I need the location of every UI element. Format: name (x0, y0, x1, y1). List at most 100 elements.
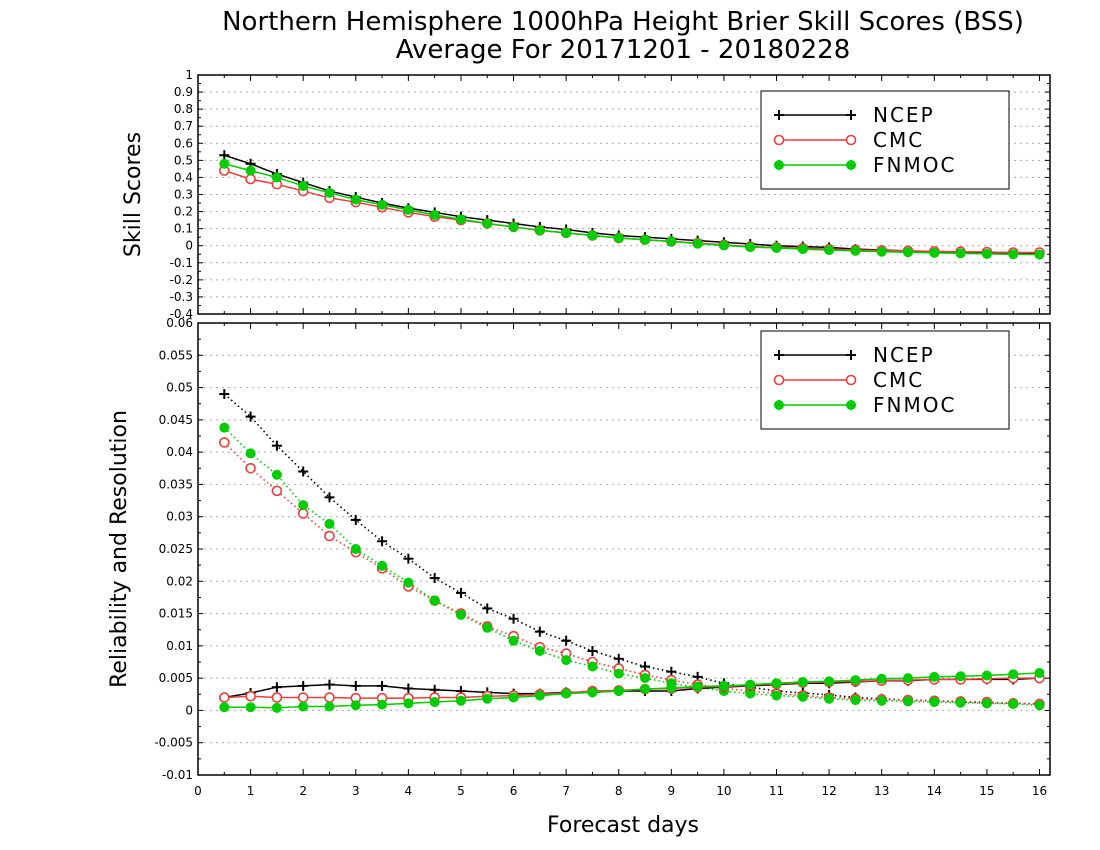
data-point-fnmoc (534, 690, 545, 701)
data-point-fnmoc (455, 214, 466, 225)
data-point-fnmoc (613, 686, 624, 697)
data-point-fnmoc (271, 702, 282, 713)
data-point-cmc (324, 692, 335, 703)
skill-scores-panel: 1 0.9 0.8 0.7 0.6 0.5 0.4 0.3 0.2 0.1 0 -0.1 -0.2 -0.… (121, 68, 1051, 321)
data-point-ncep (429, 573, 440, 584)
data-point-fnmoc (482, 693, 493, 704)
y-tick-label: 0.035 (159, 477, 193, 491)
data-point-fnmoc (219, 158, 230, 169)
y-tick-label: 0.02 (166, 574, 193, 588)
data-point-fnmoc (903, 696, 913, 707)
data-point-fnmoc (587, 230, 598, 241)
legend-marker-ncep (846, 110, 856, 120)
data-point-cmc (218, 437, 230, 448)
data-point-fnmoc (561, 227, 572, 238)
data-point-fnmoc (271, 469, 282, 480)
data-point-ncep (245, 411, 256, 422)
plot-frame (197, 74, 1051, 315)
legend-marker-ncep (774, 350, 784, 360)
data-point-fnmoc (219, 702, 230, 713)
legend-label-cmc: CMC (873, 368, 924, 392)
y-tick-label: 0.01 (166, 639, 193, 653)
data-point-fnmoc (718, 680, 729, 691)
data-point-fnmoc (955, 697, 966, 708)
y-tick-label: 0.045 (159, 413, 193, 427)
data-point-ncep (377, 680, 388, 691)
data-point-fnmoc (1034, 700, 1045, 711)
legend-marker-cmc (845, 374, 857, 386)
data-point-fnmoc (1008, 669, 1019, 680)
y-tick-label: 0 (185, 703, 193, 717)
data-point-fnmoc (534, 646, 545, 657)
y-tick-label: 0.2 (174, 205, 193, 219)
data-point-fnmoc (429, 697, 440, 708)
data-point-fnmoc (613, 233, 624, 244)
data-point-fnmoc (640, 684, 651, 695)
data-point-fnmoc (561, 655, 572, 666)
data-point-ncep (298, 680, 309, 691)
data-point-cmc (297, 508, 309, 519)
data-point-fnmoc (876, 673, 887, 684)
data-point-cmc (271, 485, 283, 497)
data-point-fnmoc (850, 675, 861, 686)
data-point-fnmoc (482, 622, 493, 633)
data-point-cmc (245, 462, 256, 474)
y-tick-label: -0.3 (170, 290, 193, 304)
x-tick-label: 8 (615, 784, 623, 798)
data-point-fnmoc (718, 240, 729, 251)
data-point-fnmoc (692, 238, 703, 249)
x-tick-label: 1 (247, 784, 255, 798)
y-tick-label: 1 (185, 68, 193, 82)
data-point-fnmoc (298, 701, 309, 712)
chart-subtitle: Average For 20171201 - 20180228 (396, 35, 851, 65)
data-point-fnmoc (850, 695, 861, 706)
data-point-ncep (271, 440, 282, 451)
data-point-ncep (219, 150, 230, 161)
data-point-fnmoc (640, 673, 651, 684)
data-point-fnmoc (981, 670, 992, 681)
data-point-cmc (271, 692, 283, 703)
y-tick-label: 0.04 (166, 445, 193, 459)
data-point-fnmoc (587, 661, 598, 672)
data-point-fnmoc (797, 244, 808, 255)
data-point-fnmoc (298, 500, 309, 511)
data-point-fnmoc (666, 682, 677, 693)
data-point-cmc (218, 692, 230, 703)
y-tick-label: -0.1 (170, 256, 193, 270)
data-point-fnmoc (561, 688, 572, 699)
x-axis-label: Forecast days (547, 813, 699, 838)
data-point-fnmoc (1034, 249, 1045, 260)
data-point-fnmoc (534, 225, 545, 236)
data-point-fnmoc (824, 693, 835, 704)
y-tick-label: 0.3 (174, 188, 193, 202)
legend-marker-cmc (845, 134, 857, 146)
data-point-fnmoc (403, 577, 414, 588)
series-line-fnmoc (223, 427, 1040, 707)
x-tick-label: 4 (405, 784, 413, 798)
data-point-ncep (324, 679, 335, 690)
data-point-ncep (324, 492, 335, 503)
x-tick-label: 12 (821, 784, 836, 798)
data-point-ncep (482, 603, 493, 614)
data-point-fnmoc (797, 691, 808, 702)
data-point-fnmoc (377, 699, 388, 710)
x-tick-label: 7 (562, 784, 570, 798)
y-tick-label: 0.8 (174, 102, 193, 116)
data-point-fnmoc (245, 165, 256, 176)
y-tick-label: 0 (185, 239, 193, 253)
data-point-fnmoc (482, 218, 493, 229)
legend-label-fnmoc: FNMOC (873, 393, 956, 417)
data-point-fnmoc (692, 681, 703, 692)
x-tick-label: 16 (1032, 784, 1047, 798)
data-point-ncep (271, 682, 282, 693)
data-point-fnmoc (745, 242, 756, 253)
y-tick-label: 0.6 (174, 136, 193, 150)
y-tick-label: 0.9 (174, 85, 193, 99)
data-point-fnmoc (377, 560, 388, 571)
data-point-ncep (350, 680, 361, 691)
data-point-fnmoc (824, 244, 835, 255)
data-point-fnmoc (350, 194, 361, 205)
data-point-fnmoc (324, 518, 335, 529)
data-point-ncep (298, 466, 309, 477)
data-point-fnmoc (403, 204, 414, 215)
